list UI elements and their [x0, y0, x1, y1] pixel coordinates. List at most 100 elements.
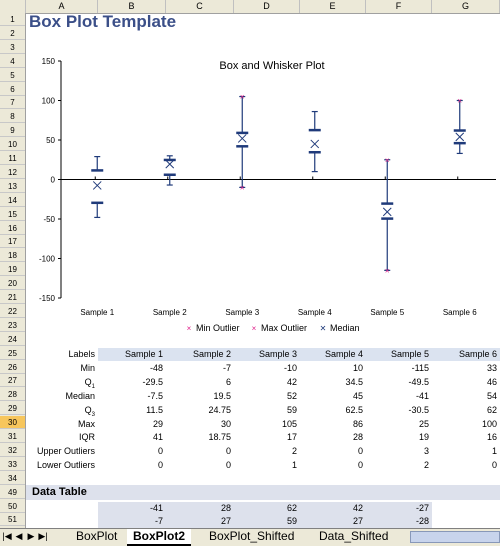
sample-header-cell[interactable]: Sample 2: [166, 348, 234, 361]
column-header-a[interactable]: A: [26, 0, 98, 13]
value-cell[interactable]: 18.75: [208, 432, 231, 443]
value-cell[interactable]: 19: [418, 432, 429, 443]
header-label-cell[interactable]: Labels: [68, 349, 95, 359]
row-header-51[interactable]: 51: [0, 513, 25, 527]
value-cell[interactable]: 1: [291, 460, 297, 471]
data-table-cell[interactable]: -28: [366, 515, 432, 528]
data-table-cell[interactable]: 42: [300, 502, 366, 515]
value-cell[interactable]: 17: [286, 432, 297, 443]
value-cell[interactable]: 2: [423, 460, 429, 471]
first-sheet-icon[interactable]: |◀: [2, 531, 12, 541]
row-header-16[interactable]: 16: [0, 222, 25, 235]
row-header-30[interactable]: 30: [0, 416, 25, 430]
value-cell[interactable]: 54: [486, 390, 497, 401]
row-header-34[interactable]: 34: [0, 472, 25, 485]
row-header-13[interactable]: 13: [0, 180, 25, 193]
sample-header-cell[interactable]: Sample 1: [98, 348, 166, 361]
sample-header-cell[interactable]: Sample 5: [366, 348, 432, 361]
value-cell[interactable]: 41: [152, 432, 163, 443]
value-cell[interactable]: 100: [481, 418, 497, 429]
data-table-cell[interactable]: 59: [234, 515, 300, 528]
row-header-27[interactable]: 27: [0, 374, 25, 388]
value-cell[interactable]: -30.5: [408, 404, 429, 415]
value-cell[interactable]: 52: [286, 390, 297, 401]
tab-data-shifted[interactable]: Data_Shifted: [319, 529, 389, 543]
row-header-25[interactable]: 25: [0, 347, 25, 360]
row-header-10[interactable]: 10: [0, 138, 25, 152]
row-header-50[interactable]: 50: [0, 500, 25, 513]
row-label-cell[interactable]: Q1: [84, 376, 95, 390]
horizontal-scrollbar[interactable]: [410, 531, 500, 543]
value-cell[interactable]: 30: [220, 418, 231, 429]
column-header-d[interactable]: D: [234, 0, 300, 13]
value-cell[interactable]: 25: [418, 418, 429, 429]
row-header-14[interactable]: 14: [0, 194, 25, 207]
row-header-15[interactable]: 15: [0, 208, 25, 221]
tab-boxplot2[interactable]: BoxPlot2: [127, 529, 192, 546]
value-cell[interactable]: 86: [352, 418, 363, 429]
row-label-cell[interactable]: IQR: [78, 432, 95, 443]
row-header-8[interactable]: 8: [0, 110, 25, 124]
row-header-2[interactable]: 2: [0, 27, 25, 40]
value-cell[interactable]: 11.5: [146, 404, 163, 415]
value-cell[interactable]: 0: [225, 446, 231, 457]
sample-header-cell[interactable]: Sample 3: [234, 348, 300, 361]
row-header-5[interactable]: 5: [0, 69, 25, 82]
data-table-cell[interactable]: 62: [234, 502, 300, 515]
data-table-cell[interactable]: 27: [300, 515, 366, 528]
data-table-cell[interactable]: 27: [166, 515, 234, 528]
value-cell[interactable]: 2: [291, 446, 297, 457]
value-cell[interactable]: -115: [411, 362, 429, 373]
value-cell[interactable]: 34.5: [345, 376, 363, 387]
data-table-cell[interactable]: -27: [366, 502, 432, 515]
value-cell[interactable]: 0: [157, 460, 163, 471]
row-header-6[interactable]: 6: [0, 83, 25, 96]
row-label-cell[interactable]: Q3: [84, 404, 95, 418]
column-header-b[interactable]: B: [98, 0, 166, 13]
row-label-cell[interactable]: Max: [77, 418, 95, 429]
value-cell[interactable]: 19.5: [213, 390, 231, 401]
value-cell[interactable]: 24.75: [208, 404, 231, 415]
row-header-17[interactable]: 17: [0, 235, 25, 249]
row-header-4[interactable]: 4: [0, 55, 25, 68]
box-plot-chart[interactable]: Box and Whisker Plot 150 100 50 0 -50 -100 -15…: [26, 39, 500, 339]
prev-sheet-icon[interactable]: ◀: [15, 531, 23, 541]
data-table-cell[interactable]: -7: [98, 515, 166, 528]
row-label-cell[interactable]: Lower Outliers: [36, 460, 95, 471]
value-cell[interactable]: 45: [352, 390, 363, 401]
column-header-g[interactable]: G: [432, 0, 500, 13]
row-header-11[interactable]: 11: [0, 152, 25, 165]
value-cell[interactable]: 46: [486, 376, 497, 387]
value-cell[interactable]: 59: [286, 404, 297, 415]
tab-boxplot[interactable]: BoxPlot: [76, 529, 118, 543]
row-header-23[interactable]: 23: [0, 319, 25, 332]
row-label-cell[interactable]: Min: [80, 362, 95, 373]
value-cell[interactable]: 28: [352, 432, 363, 443]
row-header-3[interactable]: 3: [0, 41, 25, 54]
value-cell[interactable]: 16: [486, 432, 497, 443]
row-header-29[interactable]: 29: [0, 402, 25, 416]
value-cell[interactable]: 0: [225, 460, 231, 471]
value-cell[interactable]: 6: [225, 376, 231, 387]
tab-boxplot-shifted[interactable]: BoxPlot_Shifted: [209, 529, 295, 543]
value-cell[interactable]: 1: [491, 446, 497, 457]
value-cell[interactable]: 29: [152, 418, 163, 429]
row-header-21[interactable]: 21: [0, 291, 25, 304]
row-header-22[interactable]: 22: [0, 305, 25, 318]
value-cell[interactable]: 62.5: [345, 404, 363, 415]
row-header-20[interactable]: 20: [0, 277, 25, 291]
data-table-cell[interactable]: 28: [166, 502, 234, 515]
row-header-19[interactable]: 19: [0, 263, 25, 277]
value-cell[interactable]: 0: [357, 446, 363, 457]
row-header-26[interactable]: 26: [0, 361, 25, 374]
row-header-33[interactable]: 33: [0, 458, 25, 471]
sample-header-cell[interactable]: Sample 6: [432, 348, 500, 361]
row-header-9[interactable]: 9: [0, 124, 25, 138]
last-sheet-icon[interactable]: ▶|: [38, 531, 48, 541]
row-header-7[interactable]: 7: [0, 96, 25, 110]
value-cell[interactable]: -41: [415, 390, 429, 401]
column-header-e[interactable]: E: [300, 0, 366, 13]
row-label-cell[interactable]: Upper Outliers: [36, 446, 95, 457]
row-header-12[interactable]: 12: [0, 166, 25, 179]
value-cell[interactable]: 33: [486, 362, 497, 373]
